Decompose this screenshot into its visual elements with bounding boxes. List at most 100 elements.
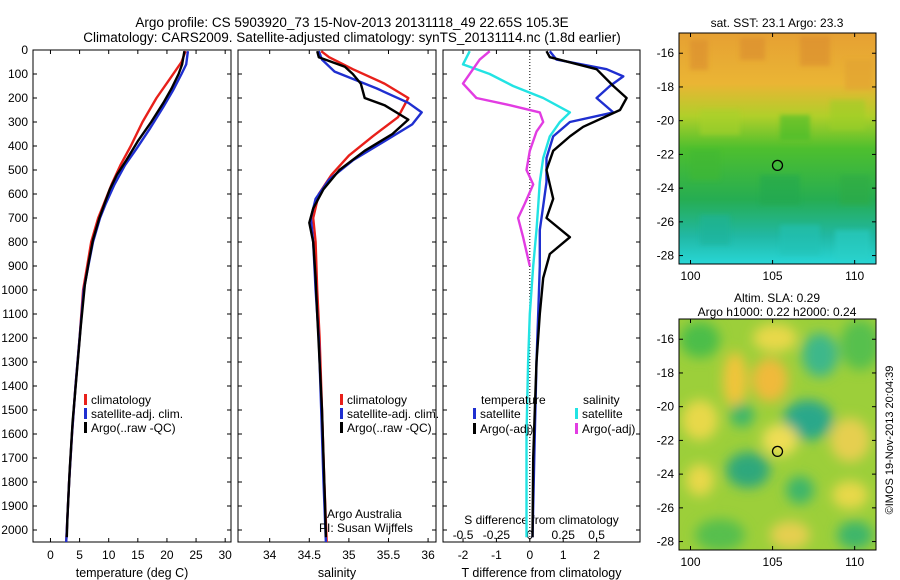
series-line-2 [65,50,186,538]
depth-tick-label: 1600 [1,427,28,441]
plot-frame [442,49,641,543]
annotation-line: Argo Australia [327,507,402,521]
x-tick-label: 15 [131,548,145,562]
legend-swatch [84,422,87,433]
sst-map-panel: sat. SST: 23.1 Argo: 23.3 [657,16,877,283]
x-tick-label: 30 [218,548,232,562]
lat-tick-label: -24 [657,181,675,195]
depth-tick-label: 1400 [1,379,28,393]
legend-swatch [340,408,343,419]
series-line-3 [461,50,545,267]
s-diff-tick-label: 0.5 [588,528,605,542]
legend-title-temperature: temperature [481,393,546,407]
s-diff-tick-label: -0.25 [483,528,511,542]
plot-frame [32,49,232,543]
legend-label: Argo(..raw -QC) [91,421,176,435]
s-diff-tick-label: 0.25 [552,528,576,542]
lat-tick-label: -28 [657,249,675,263]
x-tick-label: 10 [102,548,116,562]
temperature-panel: 0100200300400500600700800900100011001200… [1,43,232,580]
lat-tick-label: -18 [657,366,675,380]
header-line-1: Argo profile: CS 5903920_73 15-Nov-2013 … [135,15,568,30]
sst-map-field [679,33,876,264]
series-line-0 [531,50,625,538]
legend-swatch [340,394,343,405]
header-line-2: Climatology: CARS2009. Satellite-adjuste… [83,30,621,45]
legend-swatch [340,422,343,433]
depth-tick-label: 2000 [1,523,28,537]
sst-map-axes: -16 -18 -20 -22 -24 -26 -28 100 105 110 [657,33,876,283]
lon-tick-label: 105 [763,269,783,283]
legend-label: climatology [91,393,151,407]
imos-timestamp-label: ©IMOS 19-Nov-2013 20:04:39 [884,366,896,515]
lon-tick-label: 105 [763,555,783,569]
depth-tick-label: 900 [8,259,28,273]
legend-label: Argo(-adj) [582,422,635,436]
legend-title-salinity: salinity [583,393,620,407]
lat-tick-label: -18 [657,80,675,94]
plot-frame [237,49,437,543]
depth-tick-label: 700 [8,211,28,225]
lon-tick-label: 110 [845,269,864,283]
legend-swatch [84,394,87,405]
x-axis-label: salinity [318,566,357,580]
lat-tick-label: -16 [657,46,675,60]
depth-tick-label: 1500 [1,403,28,417]
depth-tick-label: 1800 [1,475,28,489]
depth-tick-label: 100 [8,67,28,81]
sla-map-title-1: Altim. SLA: 0.29 [734,291,820,305]
sst-map-title: sat. SST: 23.1 Argo: 23.3 [711,16,844,30]
lat-tick-label: -20 [657,400,675,414]
legend-label: climatology [347,393,407,407]
x-tick-label: 34 [263,548,277,562]
t-diff-tick-label: 1 [560,548,567,562]
legend-label: Argo(..raw -QC) [347,421,432,435]
salinity-panel: 34 34.5 35 35.5 36 salinity climatologysatelli… [237,49,439,580]
lon-tick-label: 110 [845,555,864,569]
x-tick-label: 34.5 [298,548,322,562]
depth-tick-label: 400 [8,139,28,153]
sla-map-field [679,319,876,550]
lat-tick-label: -20 [657,114,675,128]
depth-tick-label: 300 [8,115,28,129]
depth-tick-label: 0 [21,43,28,57]
series-line-2 [461,50,572,538]
depth-tick-label: 500 [8,163,28,177]
difference-panel: -2 -1 0 1 2 -0.5 -0.25 0 0.25 0.5S difference fro… [442,49,641,580]
sla-argo-location-marker [771,445,784,458]
x-tick-label: 20 [160,548,174,562]
sst-argo-location-marker [771,159,784,172]
depth-tick-label: 1700 [1,451,28,465]
x-tick-label: 5 [76,548,83,562]
t-diff-tick-label: 0 [526,548,533,562]
legend-label: satellite [582,407,623,421]
legend-swatch [84,408,87,419]
legend-label: Argo(-adj) [480,422,533,436]
lat-tick-label: -16 [657,332,675,346]
depth-tick-label: 1100 [2,307,28,321]
x-tick-label: 0 [47,548,54,562]
s-diff-tick-label: 0 [526,528,533,542]
depth-tick-label: 1300 [1,355,28,369]
depth-tick-label: 1000 [1,283,28,297]
legend-swatch [473,423,476,434]
s-diff-axis-label: S difference from climatology [464,513,619,527]
legend-swatch [473,408,476,419]
annotation-line: PI: Susan Wijffels [319,521,413,535]
lon-tick-label: 100 [680,555,700,569]
legend-swatch [575,423,578,434]
depth-tick-label: 800 [8,235,28,249]
x-tick-label: 36 [421,548,435,562]
series-line-1 [531,50,628,538]
lon-tick-label: 100 [680,269,700,283]
series-line-1 [309,50,423,543]
depth-tick-label: 200 [8,91,28,105]
t-diff-tick-label: 2 [593,548,600,562]
lat-tick-label: -26 [657,215,675,229]
legend-label: satellite-adj. clim. [347,407,439,421]
depth-tick-label: 1200 [1,331,28,345]
legend-label: satellite [480,407,521,421]
series-line-0 [312,50,410,543]
x-axis-label: temperature (deg C) [76,566,189,580]
